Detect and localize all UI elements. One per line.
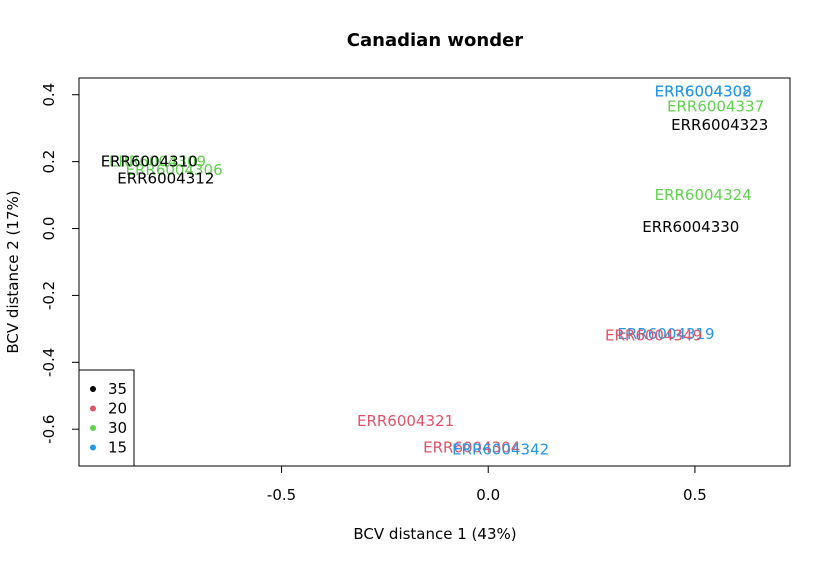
legend-label: 35	[108, 380, 127, 398]
point-labels: ERR6004302ERR6004308ERR6004337ERR6004323…	[101, 82, 769, 458]
legend-label: 20	[108, 400, 127, 418]
y-tick-label: -0.6	[40, 415, 58, 444]
chart-title: Canadian wonder	[347, 30, 524, 51]
point-label: ERR6004321	[357, 412, 454, 430]
point-label: ERR6004312	[117, 169, 214, 187]
point-label: ERR6004306	[126, 161, 223, 179]
x-tick-label: 0.0	[476, 486, 500, 504]
x-tick-label: 0.5	[683, 486, 707, 504]
point-label: ERR6004319	[617, 325, 714, 343]
point-label: ERR6004310	[101, 153, 198, 171]
legend-label: 30	[108, 419, 127, 437]
legend-marker	[90, 444, 96, 451]
y-tick-label: -0.4	[40, 348, 58, 377]
y-tick-label: -0.2	[40, 281, 58, 310]
x-axis: -0.5 0.0 0.5	[267, 466, 707, 504]
x-axis-label: BCV distance 1 (43%)	[353, 525, 516, 543]
point-label: ERR6004324	[655, 186, 752, 204]
point-label: ERR6004323	[671, 116, 768, 134]
y-axis-label: BCV distance 2 (17%)	[4, 190, 22, 353]
point-label: ERR6004308	[655, 82, 752, 100]
legend-marker	[90, 405, 96, 412]
legend-marker	[90, 425, 96, 431]
legend-label: 15	[108, 439, 127, 457]
x-tick-label: -0.5	[267, 486, 296, 504]
legend-marker	[90, 386, 96, 392]
y-axis: -0.6 -0.4 -0.2 0.0 0.2 0.4	[40, 83, 79, 444]
y-tick-label: 0.2	[40, 150, 58, 174]
legend-box	[78, 369, 135, 467]
y-tick-label: 0.0	[40, 217, 58, 241]
point-label: ERR6004302	[655, 82, 752, 100]
point-label: ERR6004349	[605, 327, 702, 345]
point-label: ERR6004342	[452, 440, 549, 458]
y-tick-label: 0.4	[40, 83, 58, 107]
point-label: ERR6004337	[667, 97, 764, 115]
point-label: ERR6004304	[423, 439, 520, 457]
point-label: ERR6004309	[109, 153, 206, 171]
plot-frame	[78, 77, 791, 467]
point-label: ERR6004330	[642, 218, 739, 236]
